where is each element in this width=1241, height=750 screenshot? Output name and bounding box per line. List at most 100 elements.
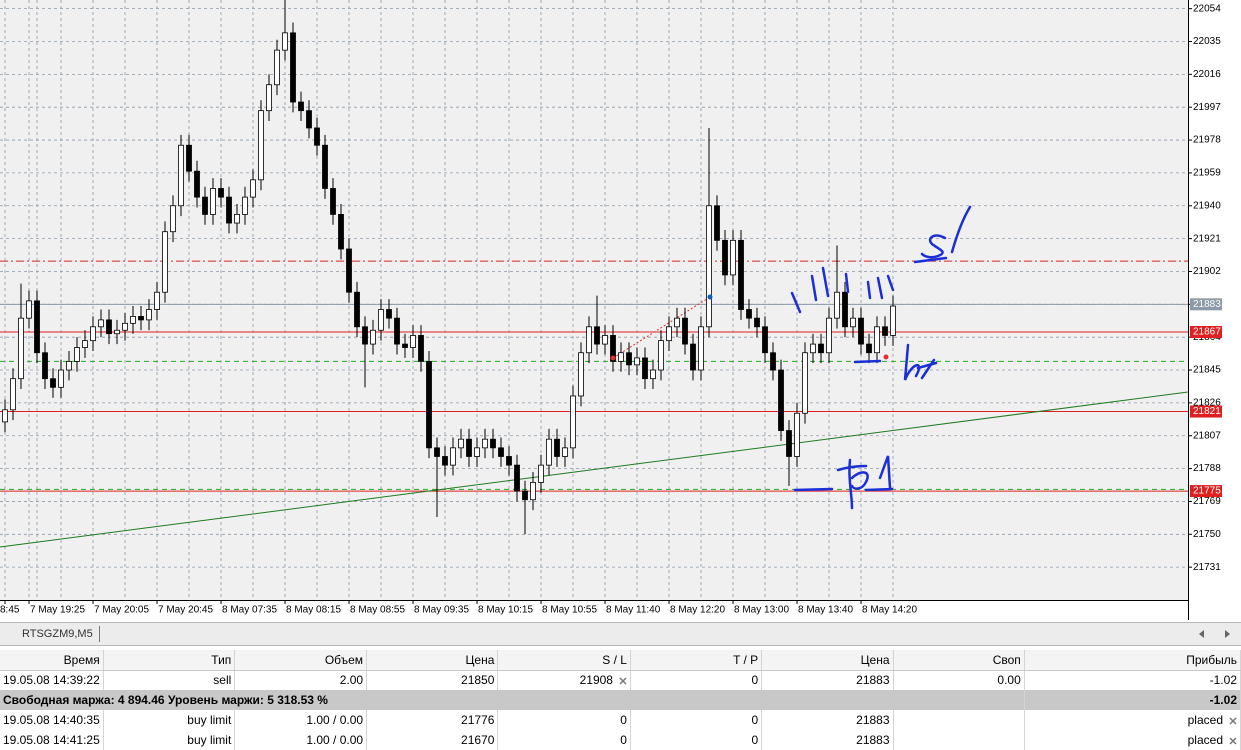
- scribble-bx: [903, 343, 938, 381]
- candle-body: [314, 127, 320, 146]
- plot-background: [0, 0, 1188, 600]
- x-tick-label: 8 May 13:40: [798, 605, 853, 616]
- candle-body: [50, 378, 56, 388]
- candle-body: [218, 188, 224, 198]
- cell: 21670: [366, 730, 499, 750]
- candle-body: [58, 369, 64, 388]
- trade-row[interactable]: 19.05.08 14:39:22 sell 2.00 21850 21908 0 2188…: [0, 670, 1241, 690]
- column-header: Своп: [893, 650, 1025, 671]
- x-tick-label: 7 May 20:45: [158, 605, 213, 616]
- candle-body: [554, 438, 560, 457]
- column-header: Цена: [366, 650, 499, 671]
- price-tag-label: 21867: [1193, 327, 1221, 338]
- candle-body: [18, 317, 24, 380]
- candle-body: [626, 352, 632, 366]
- candle-body: [842, 291, 848, 328]
- scribble-sl: [950, 205, 972, 254]
- candle-body: [770, 352, 776, 371]
- candle-body: [602, 335, 608, 345]
- candle-body: [138, 316, 144, 321]
- cell: sell: [103, 670, 236, 690]
- trade-row[interactable]: 19.05.08 14:40:35 buy limit 1.00 / 0.00 217…: [0, 710, 1241, 730]
- trade-row[interactable]: 19.05.08 14:41:25 buy limit 1.00 / 0.00 216…: [0, 730, 1241, 750]
- candle-body: [642, 357, 648, 380]
- x-tick-label: 8 May 10:55: [542, 605, 597, 616]
- scribble-sl: [913, 256, 948, 264]
- y-tick-label: 21769: [1193, 496, 1221, 507]
- candle-body: [778, 369, 784, 431]
- candle-body: [130, 316, 136, 324]
- candle-body: [10, 378, 16, 411]
- x-tick-label: 8 May 13:00: [734, 605, 789, 616]
- scroll-left[interactable]: [1199, 630, 1204, 638]
- candle-body: [282, 32, 288, 51]
- candle-body: [290, 32, 296, 103]
- order-marker: [883, 354, 889, 360]
- scroll-right[interactable]: [1225, 630, 1230, 638]
- candle-body: [234, 214, 240, 224]
- candle-body: [370, 329, 376, 345]
- chart-tab[interactable]: RTSGZM9,M5: [8, 626, 100, 642]
- cell: placed: [1024, 730, 1241, 750]
- candle-body: [706, 205, 712, 328]
- candle-body: [666, 326, 672, 342]
- close-icon[interactable]: [619, 677, 627, 685]
- candle-body: [834, 291, 840, 319]
- scribble-tp1: [793, 455, 894, 510]
- candle-body: [746, 309, 752, 319]
- close-icon-glyph: [1229, 737, 1237, 745]
- candle-body: [402, 343, 408, 348]
- close-icon-glyph: [619, 677, 627, 685]
- candle-body: [330, 188, 336, 215]
- candle-body: [730, 239, 736, 276]
- cell: 0: [630, 710, 763, 730]
- cell: buy limit: [103, 730, 236, 750]
- scribble-mark: [790, 266, 895, 314]
- tab-bar: RTSGZM9,M5: [0, 622, 1241, 646]
- candle-body: [866, 343, 872, 354]
- candle-body: [882, 326, 888, 336]
- y-tick-label: 22035: [1193, 36, 1221, 47]
- candle-body: [186, 144, 192, 172]
- column-header: Объем: [234, 650, 368, 671]
- y-tick-label: 22016: [1193, 69, 1221, 80]
- price-tag-label: 21775: [1193, 486, 1221, 497]
- candle-body: [226, 196, 232, 224]
- candle-body: [354, 291, 360, 328]
- cell: 19.05.08 14:41:25: [0, 730, 104, 750]
- hand-drawing: [790, 205, 972, 510]
- candle-body: [498, 447, 504, 457]
- close-icon[interactable]: [1229, 717, 1237, 725]
- candle-body: [530, 482, 536, 501]
- candle-body: [546, 438, 552, 466]
- candle-body: [466, 438, 472, 457]
- x-tick-label: 8 May 07:35: [222, 605, 277, 616]
- price-tag-label: 21821: [1193, 406, 1221, 417]
- candle-body: [410, 335, 416, 348]
- cell: 0: [630, 670, 763, 690]
- candle-body: [722, 239, 728, 276]
- close-icon[interactable]: [1229, 737, 1237, 745]
- candle-body: [490, 438, 496, 449]
- candle-body: [66, 360, 72, 371]
- y-tick-label: 21940: [1193, 200, 1221, 211]
- order-link: [612, 296, 711, 359]
- candle-body: [202, 196, 208, 215]
- candle-body: [810, 343, 816, 354]
- cell: 1.00 / 0.00: [234, 710, 368, 730]
- cell: 19.05.08 14:39:22: [0, 670, 104, 690]
- candle-body: [474, 447, 480, 457]
- y-tick-label: 21997: [1193, 102, 1221, 113]
- candle-body: [738, 239, 744, 310]
- cell: 21776: [366, 710, 499, 730]
- candle-body: [34, 300, 40, 354]
- candle-body: [634, 357, 640, 366]
- cell: 21850: [366, 670, 499, 690]
- candle-body: [194, 170, 200, 198]
- summary-text: Свободная маржа: 4 894.46 Уровень маржи:…: [0, 690, 1025, 710]
- candle-body: [850, 317, 856, 328]
- candle-body: [858, 317, 864, 345]
- column-header: Тип: [103, 650, 236, 671]
- axis-labels: 22054 22035 22016 21997 21978 21959 21940 21921…: [0, 3, 1222, 616]
